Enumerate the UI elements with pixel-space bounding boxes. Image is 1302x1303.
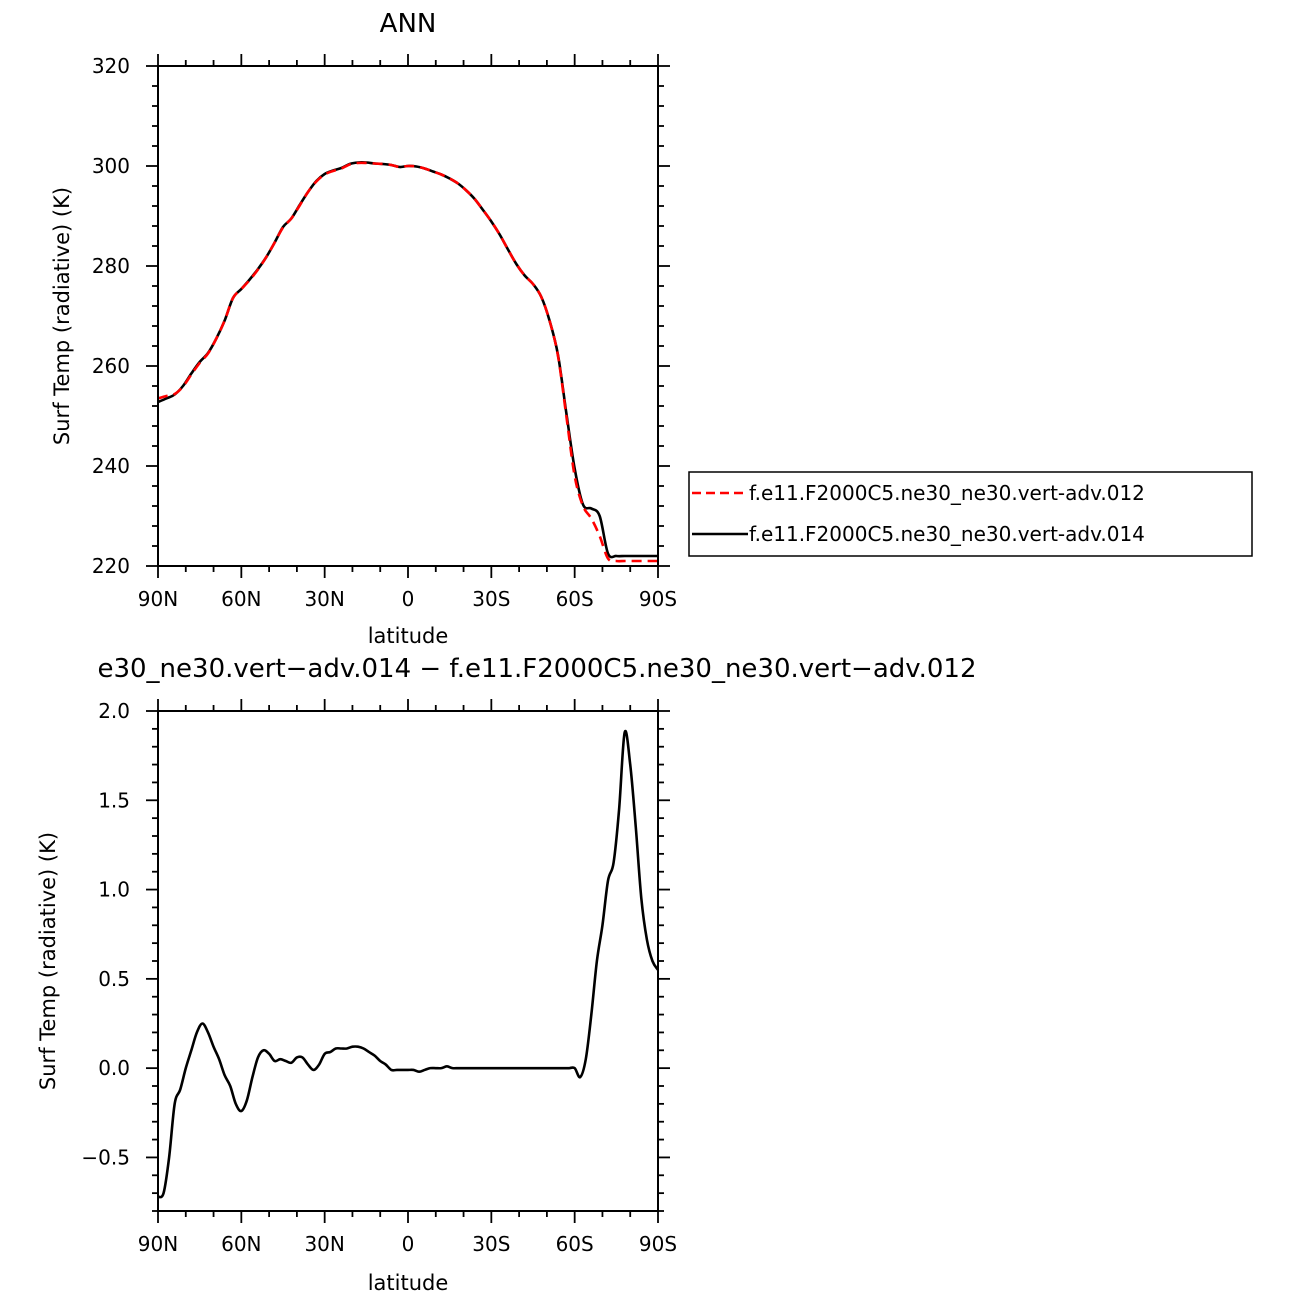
legend-box: [688, 471, 1253, 557]
top-x-axis-label: latitude: [368, 624, 449, 648]
bottom-tick-labels: 90N 60N 30N 0 30S 60S 90S −0.5 0.0 0.5 1.0 1.5 2.0: [81, 699, 677, 1256]
top-x-tick-label: 0: [402, 587, 415, 611]
bottom-panel: e30_ne30.vert−adv.014 − f.e11.F2000C5.ne…: [36, 654, 977, 1295]
legend: f.e11.F2000C5.ne30_ne30.vert-adv.012 f.e…: [688, 471, 1253, 557]
top-y-tick-label: 240: [92, 454, 130, 478]
bottom-x-tick-label: 90S: [639, 1232, 677, 1256]
bottom-series-line: [157, 729, 660, 1199]
bottom-x-tick-label: 60S: [556, 1232, 594, 1256]
bottom-x-tick-label: 30N: [304, 1232, 344, 1256]
bottom-x-tick-label: 30S: [472, 1232, 510, 1256]
bottom-x-axis-label: latitude: [368, 1271, 449, 1295]
top-panel: ANN 90N 60N 30N 0 30S 60S 90S 220 240 260 280 300 32…: [50, 9, 1253, 648]
bottom-x-tick-label: 60N: [221, 1232, 261, 1256]
legend-label-012: f.e11.F2000C5.ne30_ne30.vert-adv.012: [749, 481, 1145, 505]
top-y-tick-label: 280: [92, 254, 130, 278]
top-x-tick-label: 90N: [138, 587, 178, 611]
top-x-tick-label: 90S: [639, 587, 677, 611]
bottom-y-tick-label: 1.5: [98, 788, 130, 812]
top-y-tick-label: 300: [92, 154, 130, 178]
bottom-y-tick-label: −0.5: [81, 1145, 130, 1169]
top-series-line: [157, 161, 658, 563]
top-plot-frame: [157, 65, 659, 567]
bottom-data-lines: [157, 729, 660, 1199]
bottom-x-tick-label: 0: [402, 1232, 415, 1256]
top-data-lines: [157, 161, 658, 563]
top-y-tick-label: 260: [92, 354, 130, 378]
top-y-axis-label: Surf Temp (radiative) (K): [50, 187, 74, 445]
top-x-tick-label: 30N: [304, 587, 344, 611]
bottom-chart-title: e30_ne30.vert−adv.014 − f.e11.F2000C5.ne…: [97, 654, 976, 684]
bottom-y-tick-label: 1.0: [98, 878, 130, 902]
bottom-x-tick-label: 90N: [138, 1232, 178, 1256]
top-y-tick-label: 220: [92, 554, 130, 578]
top-tick-labels: 90N 60N 30N 0 30S 60S 90S 220 240 260 280 300 320: [92, 54, 677, 611]
bottom-y-tick-label: 0.5: [98, 967, 130, 991]
bottom-y-tick-label: 2.0: [98, 699, 130, 723]
bottom-y-tick-label: 0.0: [98, 1056, 130, 1080]
top-x-tick-label: 30S: [472, 587, 510, 611]
top-y-tick-label: 320: [92, 54, 130, 78]
top-x-tick-label: 60N: [221, 587, 261, 611]
top-chart-title: ANN: [380, 9, 437, 39]
top-x-tick-label: 60S: [556, 587, 594, 611]
bottom-y-axis-label: Surf Temp (radiative) (K): [36, 832, 60, 1090]
bottom-plot-frame: [157, 710, 659, 1212]
legend-label-014: f.e11.F2000C5.ne30_ne30.vert-adv.014: [749, 522, 1145, 546]
